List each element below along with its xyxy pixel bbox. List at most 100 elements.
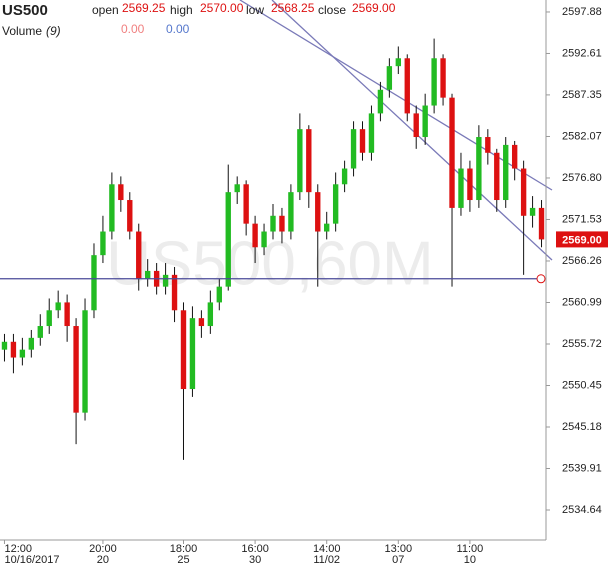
candle-body [37,326,43,338]
open-value: 2569.25 [122,1,166,15]
candle-body [270,215,276,232]
candle-body [386,66,393,90]
candle-body [136,231,142,279]
y-tick-label: 2539.91 [562,462,602,474]
y-tick-label: 2566.26 [562,255,602,267]
candle-body [109,184,115,232]
candle-body [332,184,339,224]
volume-label: Volume [2,24,42,38]
x-tick-date: 30 [249,554,261,566]
candle-body [494,152,500,201]
y-tick-label: 2571.53 [562,213,602,225]
candle-body [279,215,285,232]
y-tick-label: 2534.64 [562,504,602,516]
candle-body [207,302,214,327]
candle-body [145,270,151,279]
candle-body [198,318,205,327]
y-tick-label: 2592.61 [562,47,602,59]
x-tick-label: 18:00 [170,543,198,555]
symbol: US500 [2,2,48,19]
candle-body [324,223,330,232]
candle-body [440,58,446,98]
candle-body [368,113,375,153]
candle-body [306,129,312,193]
candle-body [404,58,410,114]
x-tick-date: 11/02 [313,554,340,566]
candle-body [359,129,366,153]
candle-body [46,310,52,327]
candle-body [288,192,294,232]
candle-body [449,97,455,208]
candle-body [503,144,509,201]
plot [1,38,545,460]
candle-body [529,207,536,216]
candle-body [467,168,473,201]
candle-body [225,192,231,287]
x-tick-date: 10/16/2017 [4,554,59,566]
candle-body [252,223,258,248]
volume-value: 0.00 [121,22,145,36]
candle-body [73,326,79,413]
candle-body [261,231,267,248]
y-tick-label: 2560.99 [562,296,602,308]
candle-body [55,302,61,311]
volume-period: (9) [46,24,61,38]
candle-body [511,144,518,169]
candle-body [91,255,97,311]
candle-body [82,310,88,413]
x-tick-label: 11:00 [457,543,484,555]
volume-value: 0.00 [166,22,190,36]
x-tick-label: 12:00 [4,543,32,555]
candle-body [458,168,464,208]
candle-body [476,137,482,201]
candle-body [216,286,222,303]
candle-body [413,113,419,138]
candle-body [377,89,384,114]
x-tick-date: 20 [97,554,109,566]
low-label: low [246,3,264,17]
y-tick-label: 2545.18 [562,421,602,433]
close-value: 2569.00 [352,1,396,15]
candle-body [234,184,240,193]
y-tick-label: 2587.35 [562,89,602,101]
trend-line [271,0,553,261]
candle-body [395,58,401,67]
close-label: close [318,3,346,17]
candle-body [341,168,348,185]
price-tag-label: 2569.00 [562,234,602,246]
candle-body [422,105,428,138]
candle-body [19,349,26,358]
y-tick-label: 2550.45 [562,379,602,391]
x-tick-date: 25 [177,554,189,566]
x-tick-date: 10 [464,554,476,566]
line-handle [536,274,546,284]
candle-body [189,318,196,390]
high-label: high [170,3,193,17]
x-tick-label: 20:00 [89,543,117,555]
candle-body [180,310,187,390]
candle-body [162,274,169,287]
low-value: 2568.25 [271,1,315,15]
candle-body [520,168,527,216]
candle-body [538,207,545,240]
open-label: open [92,3,119,17]
watermark: US500,60M [106,229,433,298]
x-tick-label: 14:00 [313,543,341,555]
candle-body [243,184,249,224]
x-tick-date: 07 [392,554,404,566]
candle-body [485,137,491,153]
y-tick-label: 2555.72 [562,338,602,350]
candle-body [64,302,70,327]
candle-body [100,231,106,256]
x-tick-label: 16:00 [241,543,269,555]
y-tick-label: 2597.88 [562,6,602,18]
candle-body [118,184,124,201]
candle-body [315,192,321,232]
candle-body [28,337,35,350]
candle-body [431,58,437,106]
candle-body [297,129,303,193]
candle-body [1,341,8,350]
x-tick-label: 13:00 [385,543,413,555]
